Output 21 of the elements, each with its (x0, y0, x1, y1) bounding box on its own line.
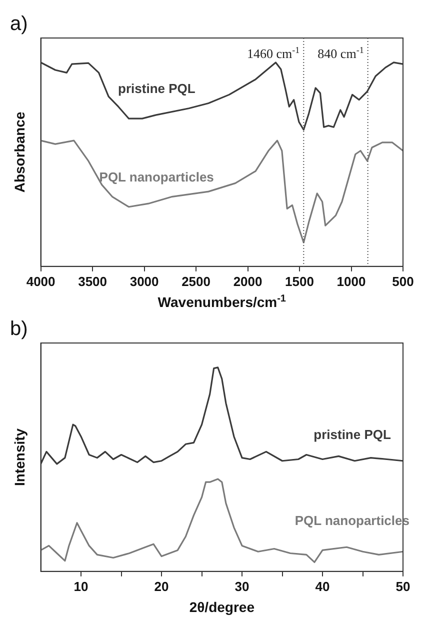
x-tick-label: 3000 (130, 274, 159, 289)
y-axis-title: Intensity (11, 428, 28, 486)
x-tick-label: 1500 (285, 274, 314, 289)
series-label: pristine PQL (118, 81, 196, 96)
x-tick-label: 1000 (336, 274, 366, 289)
x-tick-label: 500 (392, 274, 414, 289)
y-axis-title: Absorbance (11, 112, 28, 193)
x-tick-label: 10 (74, 578, 88, 594)
text: b) (10, 318, 28, 340)
x-tick-label: 30 (234, 578, 250, 594)
series-label: PQL nanoparticles (99, 170, 214, 185)
x-axis-title: 2θ/degree (189, 599, 255, 615)
series-label: pristine PQL (314, 426, 391, 442)
x-tick-label: 2000 (233, 274, 262, 289)
x-tick-label: 50 (396, 578, 410, 594)
text: a) (10, 13, 28, 35)
x-tick-label: 2500 (182, 274, 210, 289)
x-tick-label: 20 (154, 578, 169, 594)
x-tick-label: 3500 (78, 274, 108, 289)
x-tick-label: 40 (315, 578, 330, 594)
x-tick-label: 4000 (26, 274, 56, 289)
